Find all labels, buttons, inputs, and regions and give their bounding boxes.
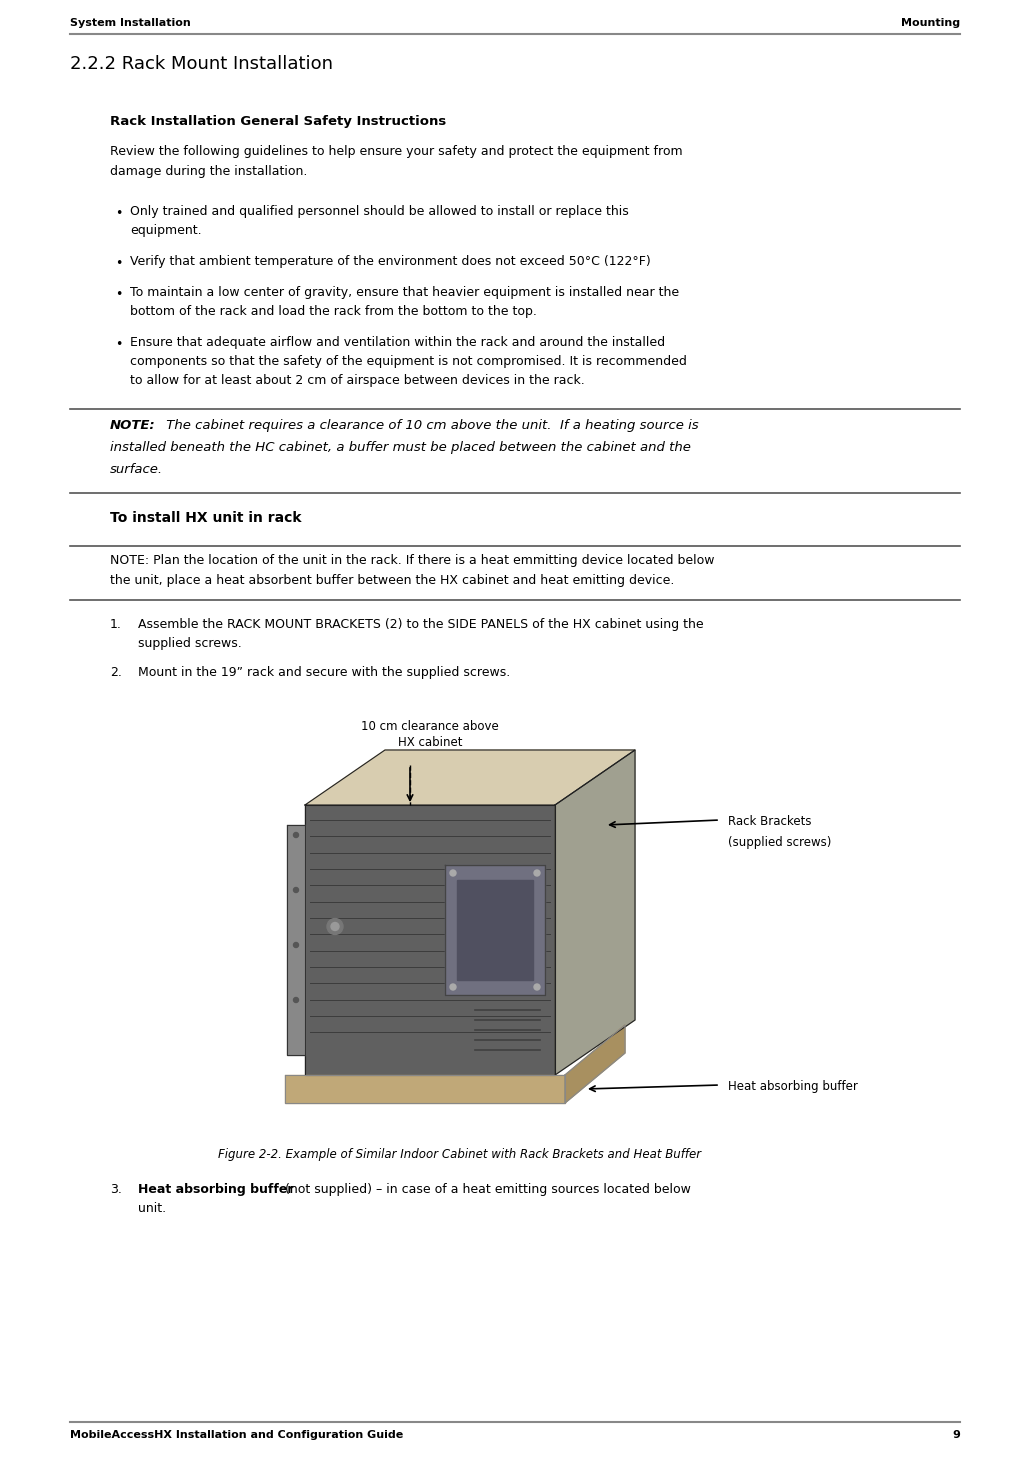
Text: MobileAccessHX Installation and Configuration Guide: MobileAccessHX Installation and Configur… <box>70 1429 404 1440</box>
Circle shape <box>450 983 455 991</box>
Text: Rack Brackets: Rack Brackets <box>728 815 811 827</box>
Text: to allow for at least about 2 cm of airspace between devices in the rack.: to allow for at least about 2 cm of airs… <box>130 374 585 387</box>
Circle shape <box>293 942 299 948</box>
Circle shape <box>327 919 343 935</box>
Polygon shape <box>565 1025 625 1103</box>
Text: To install HX unit in rack: To install HX unit in rack <box>110 511 302 526</box>
Circle shape <box>293 998 299 1002</box>
Text: •: • <box>115 258 122 269</box>
Text: installed beneath the HC cabinet, a buffer must be placed between the cabinet an: installed beneath the HC cabinet, a buff… <box>110 442 691 453</box>
Polygon shape <box>287 824 305 1055</box>
Text: (not supplied) – in case of a heat emitting sources located below: (not supplied) – in case of a heat emitt… <box>281 1183 691 1195</box>
Text: 1.: 1. <box>110 618 122 631</box>
Polygon shape <box>457 880 533 980</box>
Circle shape <box>534 983 540 991</box>
Text: System Installation: System Installation <box>70 18 191 28</box>
Circle shape <box>534 870 540 876</box>
Polygon shape <box>285 1075 565 1103</box>
Text: the unit, place a heat absorbent buffer between the HX cabinet and heat emitting: the unit, place a heat absorbent buffer … <box>110 574 675 587</box>
Circle shape <box>293 833 299 838</box>
Text: supplied screws.: supplied screws. <box>138 637 242 651</box>
Text: •: • <box>115 289 122 300</box>
Text: •: • <box>115 208 122 219</box>
Text: 2.: 2. <box>110 665 122 679</box>
Circle shape <box>450 870 455 876</box>
Text: equipment.: equipment. <box>130 224 202 237</box>
Text: (supplied screws): (supplied screws) <box>728 836 832 849</box>
Text: Mounting: Mounting <box>901 18 960 28</box>
Text: The cabinet requires a clearance of 10 cm above the unit.  If a heating source i: The cabinet requires a clearance of 10 c… <box>162 420 699 431</box>
Circle shape <box>293 888 299 892</box>
Text: NOTE: Plan the location of the unit in the rack. If there is a heat emmitting de: NOTE: Plan the location of the unit in t… <box>110 553 714 567</box>
Text: Heat absorbing buffer: Heat absorbing buffer <box>728 1080 858 1094</box>
Text: surface.: surface. <box>110 464 163 475</box>
Text: 9: 9 <box>952 1429 960 1440</box>
Text: To maintain a low center of gravity, ensure that heavier equipment is installed : To maintain a low center of gravity, ens… <box>130 286 679 299</box>
Text: Figure 2-2. Example of Similar Indoor Cabinet with Rack Brackets and Heat Buffer: Figure 2-2. Example of Similar Indoor Ca… <box>218 1148 701 1161</box>
Text: •: • <box>115 339 122 350</box>
Text: unit.: unit. <box>138 1203 166 1214</box>
Text: 3.: 3. <box>110 1183 122 1195</box>
Circle shape <box>331 923 339 930</box>
Text: Verify that ambient temperature of the environment does not exceed 50°C (122°F): Verify that ambient temperature of the e… <box>130 255 651 268</box>
Polygon shape <box>445 866 545 995</box>
Text: Assemble the RACK MOUNT BRACKETS (2) to the SIDE PANELS of the HX cabinet using : Assemble the RACK MOUNT BRACKETS (2) to … <box>138 618 704 631</box>
Text: NOTE:: NOTE: <box>110 420 156 431</box>
Text: bottom of the rack and load the rack from the bottom to the top.: bottom of the rack and load the rack fro… <box>130 305 537 318</box>
Text: Only trained and qualified personnel should be allowed to install or replace thi: Only trained and qualified personnel sho… <box>130 205 629 218</box>
Polygon shape <box>305 751 635 805</box>
Text: components so that the safety of the equipment is not compromised. It is recomme: components so that the safety of the equ… <box>130 355 687 368</box>
Text: Heat absorbing buffer: Heat absorbing buffer <box>138 1183 293 1195</box>
Polygon shape <box>305 805 555 1075</box>
Polygon shape <box>555 751 635 1075</box>
Text: Ensure that adequate airflow and ventilation within the rack and around the inst: Ensure that adequate airflow and ventila… <box>130 336 665 349</box>
Text: Review the following guidelines to help ensure your safety and protect the equip: Review the following guidelines to help … <box>110 146 683 158</box>
Text: Mount in the 19” rack and secure with the supplied screws.: Mount in the 19” rack and secure with th… <box>138 665 511 679</box>
Text: damage during the installation.: damage during the installation. <box>110 165 308 178</box>
Text: HX cabinet: HX cabinet <box>397 736 463 749</box>
Text: Rack Installation General Safety Instructions: Rack Installation General Safety Instruc… <box>110 115 446 128</box>
Text: 10 cm clearance above: 10 cm clearance above <box>361 720 499 733</box>
Text: 2.2.2 Rack Mount Installation: 2.2.2 Rack Mount Installation <box>70 54 333 74</box>
